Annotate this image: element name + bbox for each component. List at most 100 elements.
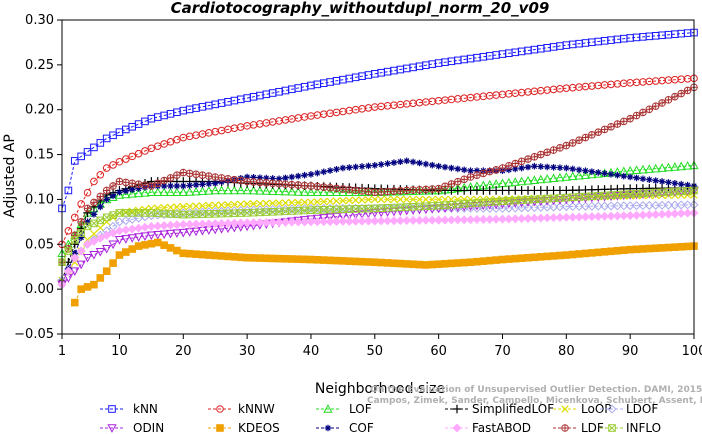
x-tick-label: 60 <box>430 344 447 359</box>
marker-x <box>530 195 539 204</box>
data-point <box>127 234 137 243</box>
marker-x <box>332 205 341 214</box>
data-point <box>122 125 130 134</box>
data-point <box>178 187 188 197</box>
data-point <box>185 187 195 196</box>
data-point <box>197 186 208 195</box>
data-point <box>97 203 104 211</box>
data-point <box>64 247 73 255</box>
data-point <box>121 189 131 199</box>
x-tick-label: 20 <box>175 344 192 359</box>
data-point <box>345 196 353 205</box>
data-point <box>409 158 417 166</box>
marker-x <box>632 190 641 198</box>
data-point <box>376 216 386 226</box>
legend-item-lof: LOF <box>316 402 372 416</box>
data-point <box>122 187 130 195</box>
marker-plus <box>116 178 123 185</box>
data-point <box>114 236 125 245</box>
marker-plus <box>416 186 423 194</box>
data-point <box>229 185 239 195</box>
marker-x <box>198 210 207 218</box>
data-point <box>594 169 602 176</box>
marker-x <box>237 209 245 217</box>
data-point <box>593 211 603 221</box>
data-point <box>683 86 692 95</box>
data-point <box>663 200 673 210</box>
data-point <box>409 260 417 269</box>
marker-x <box>652 188 660 197</box>
data-point <box>396 259 405 268</box>
y-axis-label: Adjusted AP <box>2 134 18 218</box>
data-point <box>370 209 380 218</box>
data-point <box>351 210 361 220</box>
marker-x <box>147 209 156 217</box>
data-point <box>580 212 590 222</box>
data-point <box>434 215 444 225</box>
data-point <box>652 177 659 184</box>
marker-plus <box>326 184 334 192</box>
legend-label: COF <box>349 421 374 434</box>
data-point <box>600 211 610 221</box>
data-point <box>403 157 411 165</box>
data-point <box>505 166 513 174</box>
data-point <box>517 203 527 213</box>
marker-plus <box>441 183 449 190</box>
data-point <box>644 164 654 173</box>
marker-plus <box>179 169 187 176</box>
data-point <box>518 164 525 172</box>
data-point <box>447 259 456 268</box>
data-point <box>186 182 193 189</box>
data-point <box>147 182 156 190</box>
marker-x <box>428 202 436 210</box>
data-point <box>363 216 373 226</box>
data-point <box>542 174 552 183</box>
data-point <box>192 181 200 189</box>
marker-square <box>77 229 85 237</box>
marker-x <box>71 236 79 244</box>
data-point <box>314 169 321 177</box>
legend-label: LOF <box>349 402 372 416</box>
x-tick-label: 30 <box>239 344 256 359</box>
marker-x <box>569 193 577 201</box>
data-point <box>364 187 373 196</box>
data-point <box>448 164 455 172</box>
marker-plus <box>511 160 519 167</box>
data-point <box>242 185 252 195</box>
marker-plus <box>422 186 430 193</box>
data-point <box>140 187 150 197</box>
marker-plus <box>537 151 545 158</box>
data-point <box>358 187 366 195</box>
marker-x <box>186 210 194 219</box>
data-point <box>383 195 392 204</box>
marker-x <box>390 203 398 212</box>
data-point <box>166 244 175 252</box>
data-point <box>153 230 163 240</box>
marker-plus <box>71 232 79 239</box>
marker-x <box>645 189 653 197</box>
data-point <box>644 189 654 199</box>
data-point <box>135 185 142 192</box>
data-point <box>70 267 80 277</box>
data-point <box>205 180 213 188</box>
marker-x <box>160 209 168 218</box>
marker-plus <box>103 187 110 194</box>
data-point <box>128 179 137 188</box>
data-point <box>351 257 360 266</box>
data-point <box>498 164 507 172</box>
data-point <box>682 161 693 170</box>
marker-x <box>396 203 404 211</box>
data-point <box>422 261 430 269</box>
data-point <box>651 244 660 253</box>
data-point <box>473 171 481 180</box>
data-point <box>64 186 73 195</box>
marker-x <box>230 209 239 217</box>
marker-x <box>671 187 679 196</box>
x-axis-label: Neighborhood size <box>315 381 445 397</box>
data-point <box>568 139 577 147</box>
y-tick-label: 0.15 <box>25 148 54 163</box>
data-point <box>299 187 310 196</box>
data-point <box>593 201 603 211</box>
data-point <box>262 179 271 187</box>
data-point <box>377 188 385 196</box>
